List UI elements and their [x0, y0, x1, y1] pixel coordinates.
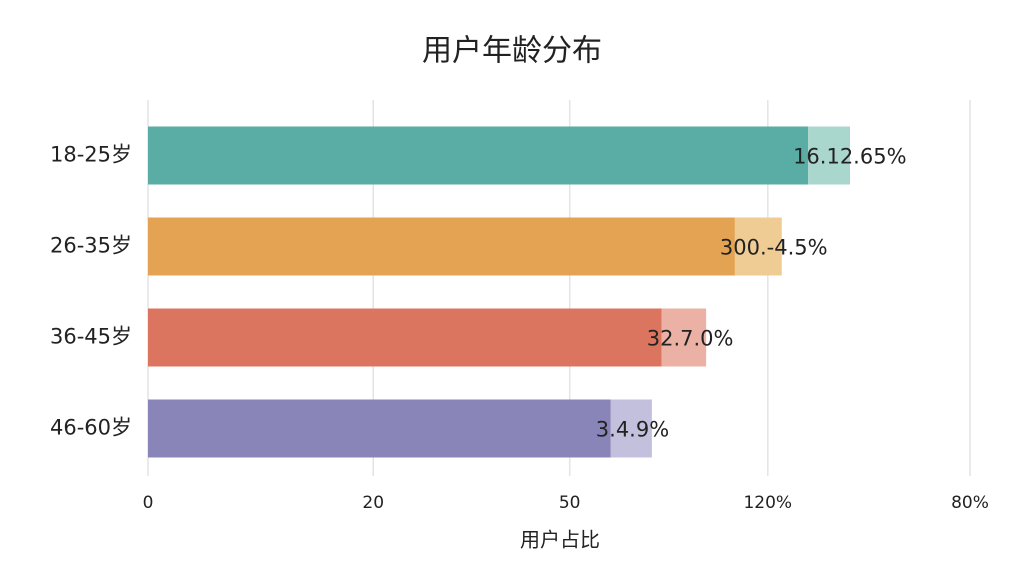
y-tick-label: 36-45岁 [50, 325, 132, 349]
y-tick-label: 26-35岁 [50, 234, 132, 258]
x-tick-label: 50 [559, 493, 581, 513]
x-tick-label: 80% [951, 493, 989, 513]
data-label: 16.12.65% [793, 145, 906, 169]
bar-segment [610, 399, 652, 458]
data-label: 32.7.0% [647, 327, 734, 351]
bar-segment [148, 399, 611, 458]
y-tick-label: 46-60岁 [50, 416, 132, 440]
x-tick-label: 120% [743, 493, 792, 513]
bar-segment [808, 126, 850, 185]
data-label: 3.4.9% [596, 418, 669, 442]
bar-segment [734, 217, 782, 276]
y-tick-label: 18-25岁 [50, 143, 132, 167]
bar-segment [661, 308, 707, 367]
data-label: 300.-4.5% [720, 236, 828, 260]
bar-segment [148, 308, 662, 367]
x-tick-label: 0 [143, 493, 154, 513]
bar-segment [148, 217, 735, 276]
x-tick-label: 20 [362, 493, 384, 513]
x-axis-label: 用户占比 [520, 528, 600, 552]
chart-title: 用户年龄分布 [422, 34, 602, 69]
bar-segment [148, 126, 809, 185]
